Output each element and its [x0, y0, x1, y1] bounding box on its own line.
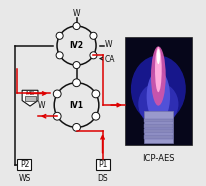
Bar	[143, 129, 172, 133]
Circle shape	[72, 79, 80, 87]
Circle shape	[91, 112, 99, 120]
Text: DS: DS	[97, 174, 107, 183]
Circle shape	[73, 23, 80, 30]
Bar	[143, 124, 172, 128]
Circle shape	[56, 32, 63, 39]
Text: IV1: IV1	[69, 101, 83, 110]
Bar	[18, 159, 31, 170]
Text: ICP-AES: ICP-AES	[142, 154, 174, 163]
Ellipse shape	[138, 82, 178, 126]
Text: P2: P2	[20, 160, 29, 169]
Circle shape	[89, 52, 96, 59]
Circle shape	[89, 32, 96, 39]
Ellipse shape	[150, 46, 165, 106]
Bar	[143, 135, 172, 139]
Text: CA: CA	[104, 55, 115, 64]
Ellipse shape	[146, 71, 169, 122]
Circle shape	[91, 90, 99, 98]
Bar	[95, 159, 109, 170]
Bar	[143, 111, 172, 143]
Circle shape	[53, 90, 61, 98]
Text: W: W	[73, 9, 80, 18]
Bar	[124, 37, 191, 145]
Text: IV2: IV2	[69, 41, 83, 50]
Ellipse shape	[156, 49, 159, 64]
Circle shape	[72, 124, 80, 131]
Circle shape	[53, 112, 61, 120]
Ellipse shape	[154, 47, 161, 92]
Bar	[24, 96, 35, 101]
Circle shape	[56, 52, 63, 59]
Bar	[143, 119, 172, 122]
Text: WS: WS	[18, 174, 30, 183]
Text: MC: MC	[25, 91, 35, 96]
Text: P1: P1	[97, 160, 107, 169]
Text: W: W	[37, 101, 45, 110]
Circle shape	[73, 62, 80, 69]
Text: W: W	[104, 40, 112, 49]
Polygon shape	[22, 90, 38, 106]
Ellipse shape	[130, 56, 185, 122]
